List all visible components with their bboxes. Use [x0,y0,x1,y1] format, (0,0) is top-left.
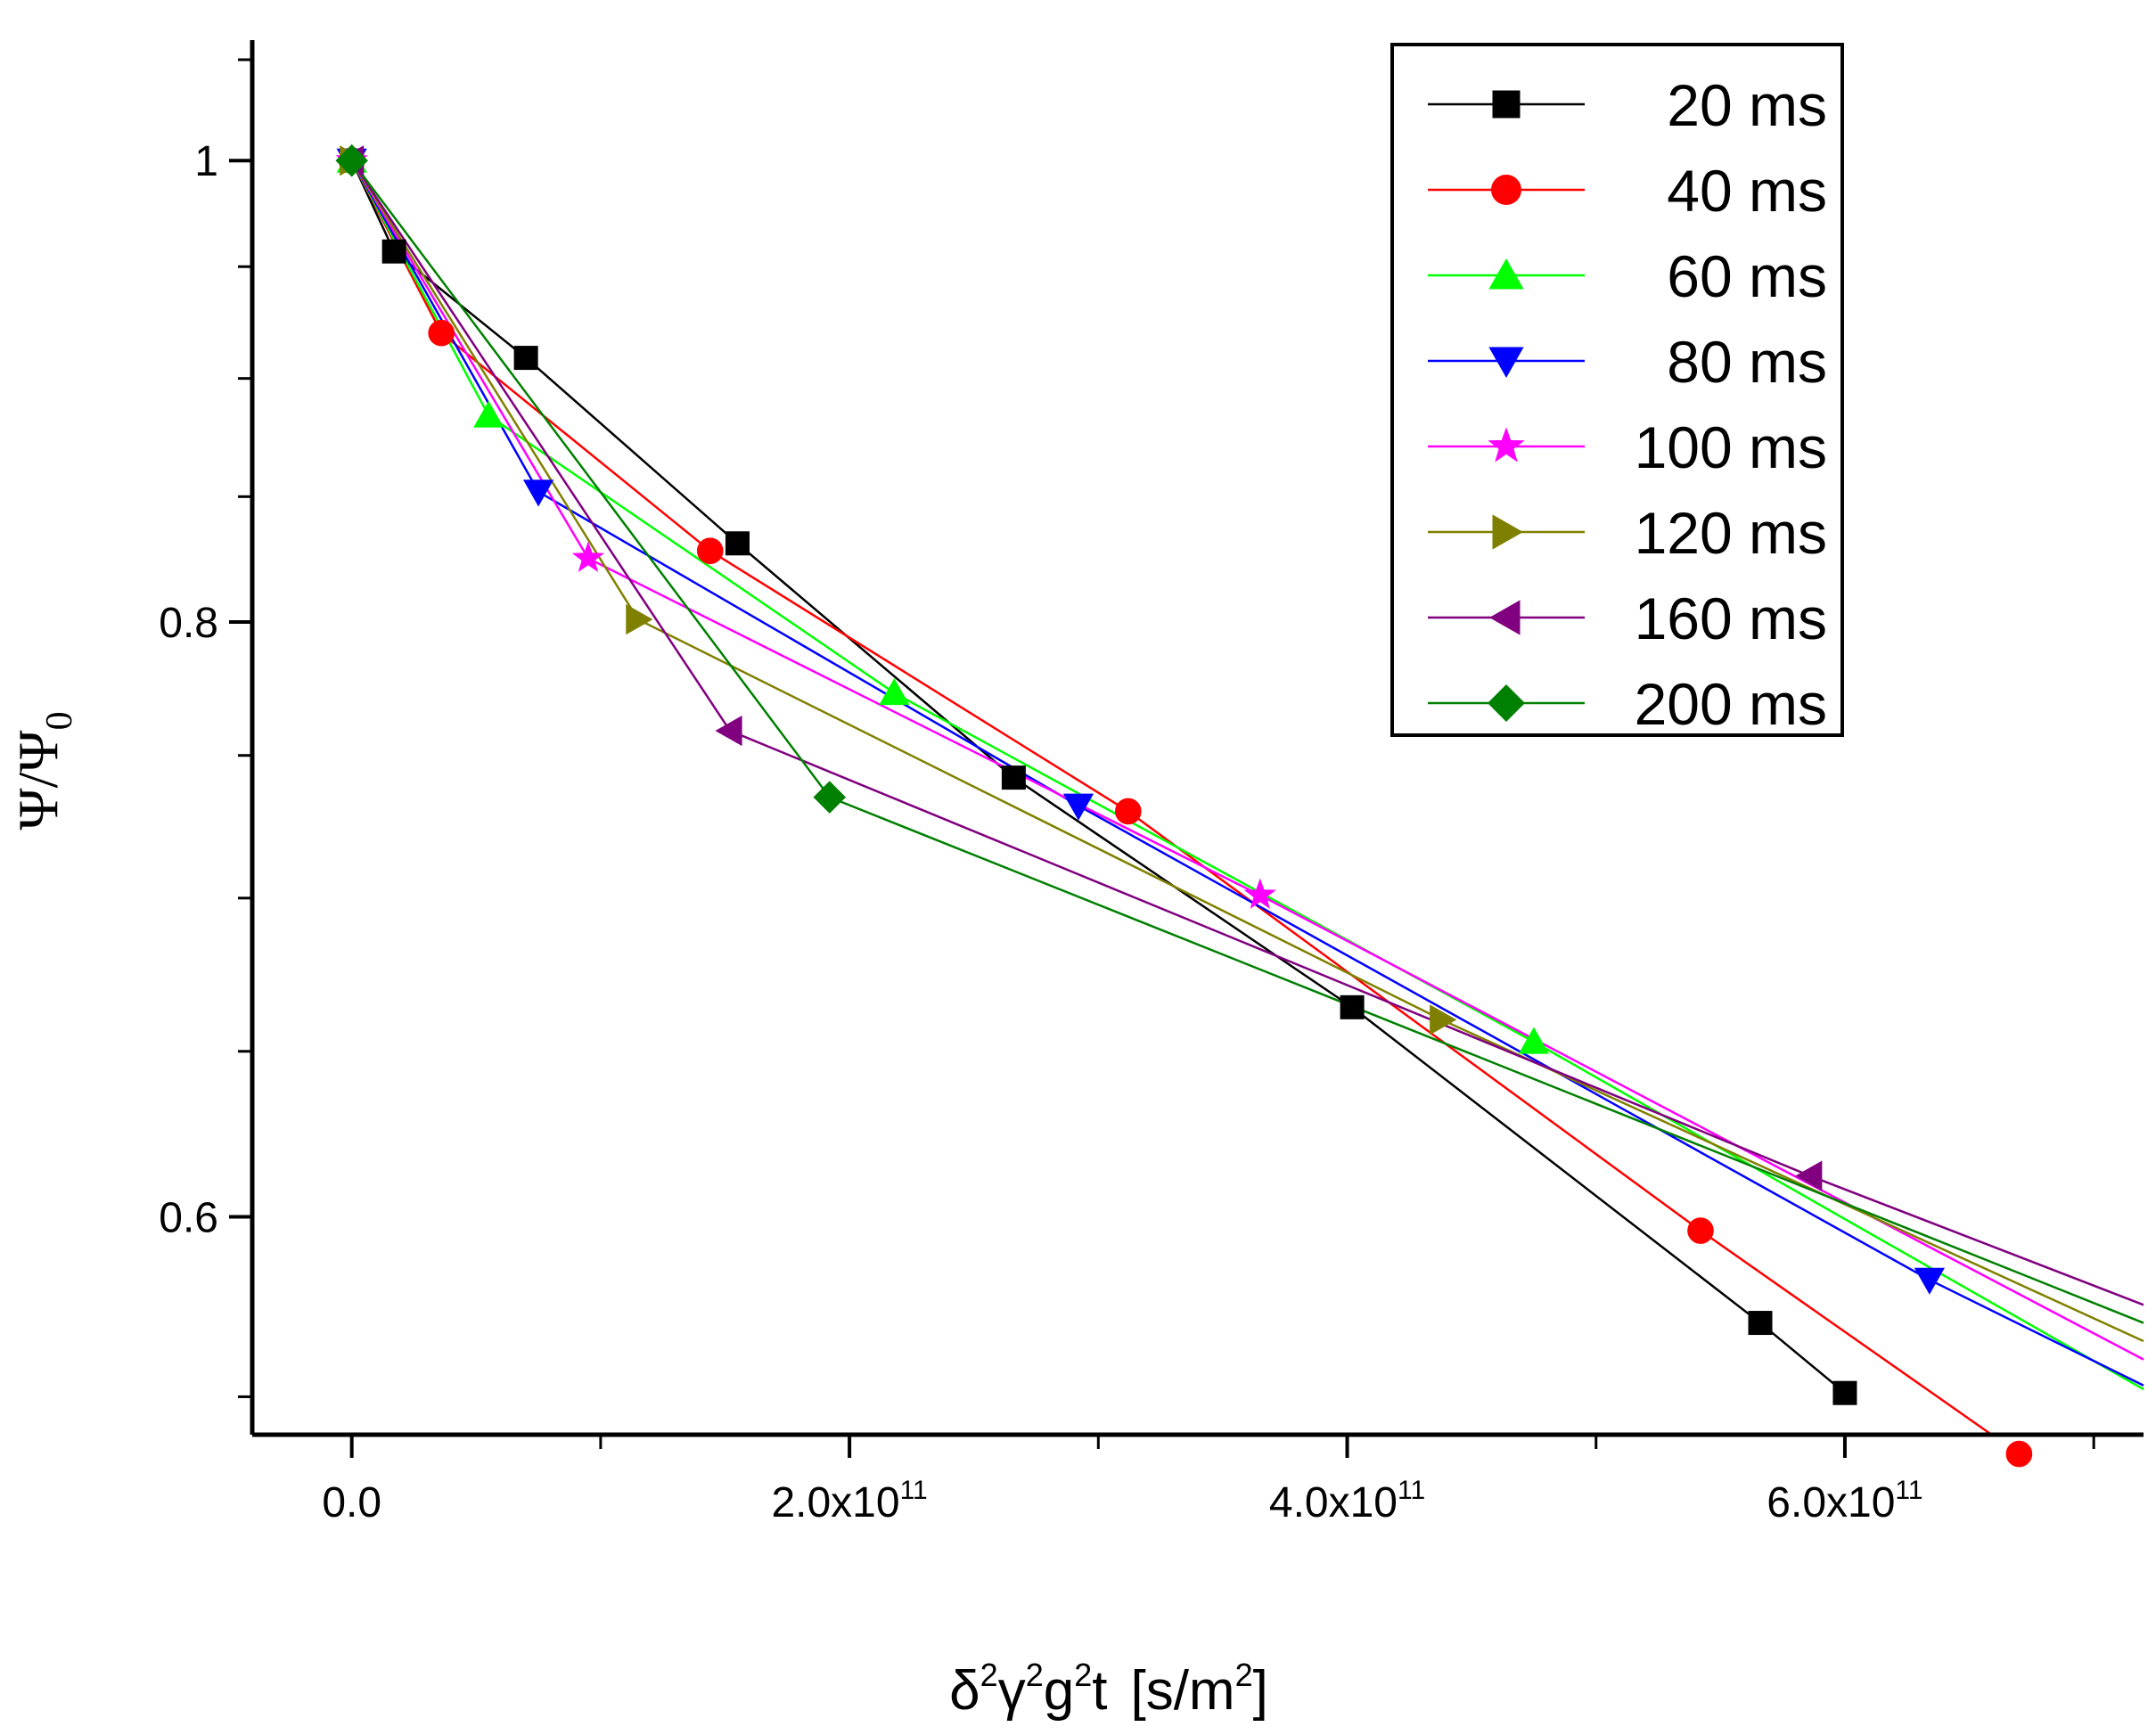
legend-label-60-ms: 60 ms [1667,243,1827,309]
legend-marker-80-ms [1488,347,1524,379]
data-point-100-ms [571,541,605,572]
x-title-gamma: γ [998,1660,1026,1722]
data-point-160-ms [715,715,742,747]
legend-marker-40-ms [1491,175,1521,205]
legend-box [1390,43,1844,737]
x-tick-label: 4.0x1011 [1269,1476,1425,1526]
data-point-60-ms [1518,1027,1550,1054]
x-title-g: g [1044,1660,1074,1722]
data-point-20-ms [1340,994,1365,1019]
y-tick-label: 0.6 [159,1195,218,1242]
legend-marker-20-ms [1492,90,1521,119]
data-point-120-ms [1430,1004,1457,1035]
legend-marker-60-ms [1488,258,1524,290]
data-point-100-ms [1243,878,1276,909]
x-tick-exponent: 11 [1895,1476,1922,1505]
x-title-sup-1: 2 [980,1657,998,1693]
data-point-60-ms [473,400,504,428]
y-axis-title: Ψ/Ψ0 [6,711,80,830]
data-point-20-ms [1748,1311,1773,1336]
data-point-20-ms [725,531,750,556]
data-point-160-ms [1795,1160,1823,1191]
legend-marker-100-ms [1488,427,1525,462]
legend-label-120-ms: 120 ms [1635,500,1827,566]
x-title-unit-open: [s/m [1130,1660,1234,1722]
data-point-80-ms [1062,793,1094,821]
legend-label-100-ms: 100 ms [1635,414,1827,480]
data-point-80-ms [522,479,554,507]
x-tick-mantissa: 6.0x10 [1767,1479,1895,1526]
data-point-40-ms [1687,1217,1714,1244]
y-title-base: Ψ/Ψ [6,730,70,831]
data-point-20-ms [513,346,538,371]
series-line-100-ms [350,160,2144,1361]
legend-marker-160-ms [1488,600,1521,635]
x-axis-title: δ2γ2g2t [s/m2] [949,1657,1268,1722]
axes [250,40,2144,1437]
data-point-20-ms [1832,1380,1857,1405]
data-point-40-ms [2005,1440,2033,1468]
data-point-200-ms [335,143,368,177]
x-title-unit-close: ] [1253,1660,1268,1722]
legend-label-160-ms: 160 ms [1635,585,1827,651]
x-title-sup-4: 2 [1235,1657,1253,1693]
x-title-sup-3: 2 [1074,1657,1092,1693]
data-point-40-ms [428,319,455,347]
y-title-sub: 0 [39,711,80,730]
data-point-200-ms [813,781,847,814]
data-point-20-ms [381,239,406,264]
series-line-120-ms [350,160,2144,1343]
x-title-sup-2: 2 [1026,1657,1044,1693]
x-tick-mantissa: 4.0x10 [1269,1479,1398,1526]
legend-label-200-ms: 200 ms [1635,671,1827,737]
x-title-t: t [1092,1660,1107,1722]
series-line-40-ms [350,160,1994,1435]
legend-label-40-ms: 40 ms [1667,158,1827,224]
y-tick-label: 1 [194,138,218,185]
legend-entries: 20 ms 40 ms 60 ms 80 ms 100 ms 120 ms 160 ms 20… [1428,72,1827,737]
legend-label-20-ms: 20 ms [1667,72,1827,138]
legend: 20 ms 40 ms 60 ms 80 ms 100 ms 120 ms 160 ms 20… [1390,43,1844,737]
data-point-40-ms [1115,798,1142,825]
legend-marker-200-ms [1488,684,1525,722]
legend-label-80-ms: 80 ms [1667,329,1827,395]
data-point-120-ms [626,603,653,635]
series-line-160-ms [350,160,2144,1306]
data-point-20-ms [1001,765,1026,790]
plot-markers [335,143,2033,1468]
x-tick-exponent: 11 [900,1476,928,1505]
x-tick-label: 6.0x1011 [1767,1476,1922,1526]
data-point-40-ms [696,537,724,564]
x-tick-label: 0.0 [322,1479,381,1526]
data-point-60-ms [879,678,910,706]
data-point-80-ms [1914,1267,1945,1295]
y-tick-label: 0.8 [159,600,218,647]
x-tick-label: 2.0x1011 [771,1476,927,1526]
legend-marker-120-ms [1492,514,1524,550]
x-tick-exponent: 11 [1398,1476,1425,1505]
x-tick-mantissa: 0.0 [322,1479,381,1526]
x-tick-mantissa: 2.0x10 [771,1479,899,1526]
x-title-delta: δ [949,1660,980,1722]
